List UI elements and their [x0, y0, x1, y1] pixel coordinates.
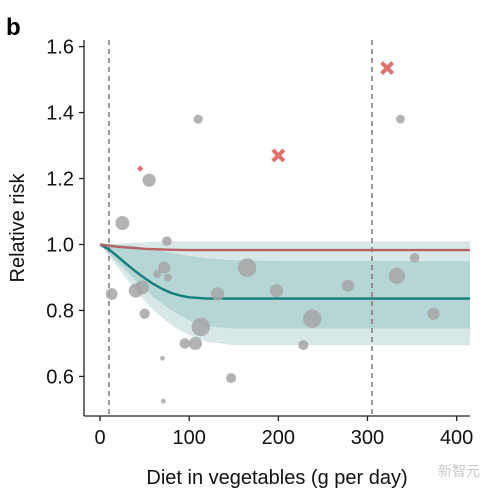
x-tick-label: 400 — [440, 427, 473, 449]
confidence-bands — [100, 241, 470, 346]
study-point — [193, 114, 203, 124]
study-point — [179, 338, 190, 349]
study-point — [269, 284, 284, 298]
y-axis-title: Relative risk — [7, 173, 29, 283]
study-point — [158, 261, 171, 274]
study-point — [409, 252, 420, 263]
study-point — [142, 173, 156, 187]
study-point — [188, 336, 203, 351]
study-point — [237, 258, 257, 277]
study-point — [139, 308, 150, 319]
study-point — [388, 267, 406, 284]
y-tick-label: 0.8 — [46, 300, 74, 322]
study-point — [105, 288, 118, 300]
y-tick-label: 1.2 — [46, 169, 74, 191]
study-point — [341, 279, 354, 292]
x-tick-label: 300 — [351, 427, 384, 449]
x-axis-title: Diet in vegetables (g per day) — [146, 467, 407, 489]
study-point — [163, 273, 172, 282]
x-tick-label: 0 — [94, 427, 105, 449]
y-tick-label: 1.4 — [46, 103, 74, 125]
study-point — [191, 317, 210, 337]
study-point — [134, 280, 149, 295]
study-point — [226, 373, 237, 384]
teal-risk-curve — [99, 243, 470, 300]
outlier-point — [271, 148, 286, 163]
ci-band-inner — [100, 244, 470, 329]
study-point — [115, 216, 130, 231]
study-point — [160, 398, 166, 404]
study-point — [298, 340, 309, 351]
axes: 0.6 0.8 1.0 1.2 1.4 1.6 0 100 200 300 400 — [46, 37, 473, 449]
y-tick-label: 0.6 — [46, 366, 74, 388]
study-point — [427, 307, 440, 320]
x-tick-label: 200 — [262, 427, 295, 449]
reference-lines — [108, 40, 373, 416]
study-point — [162, 236, 172, 246]
panel-label: b — [6, 14, 21, 41]
study-point — [211, 287, 225, 301]
study-point — [153, 270, 161, 279]
y-tick-label: 1.6 — [46, 37, 74, 59]
study-point — [160, 355, 165, 361]
y-tick-label: 1.0 — [46, 234, 74, 256]
red-risk-curve — [99, 243, 470, 252]
study-points — [105, 61, 440, 404]
study-point — [396, 114, 405, 124]
watermark-text: 新智元 — [438, 464, 480, 480]
dose-response-curves — [99, 243, 470, 300]
x-tick-label: 100 — [173, 427, 206, 449]
outlier-point — [380, 61, 395, 75]
outlier-point — [136, 165, 144, 172]
study-point — [303, 309, 322, 328]
